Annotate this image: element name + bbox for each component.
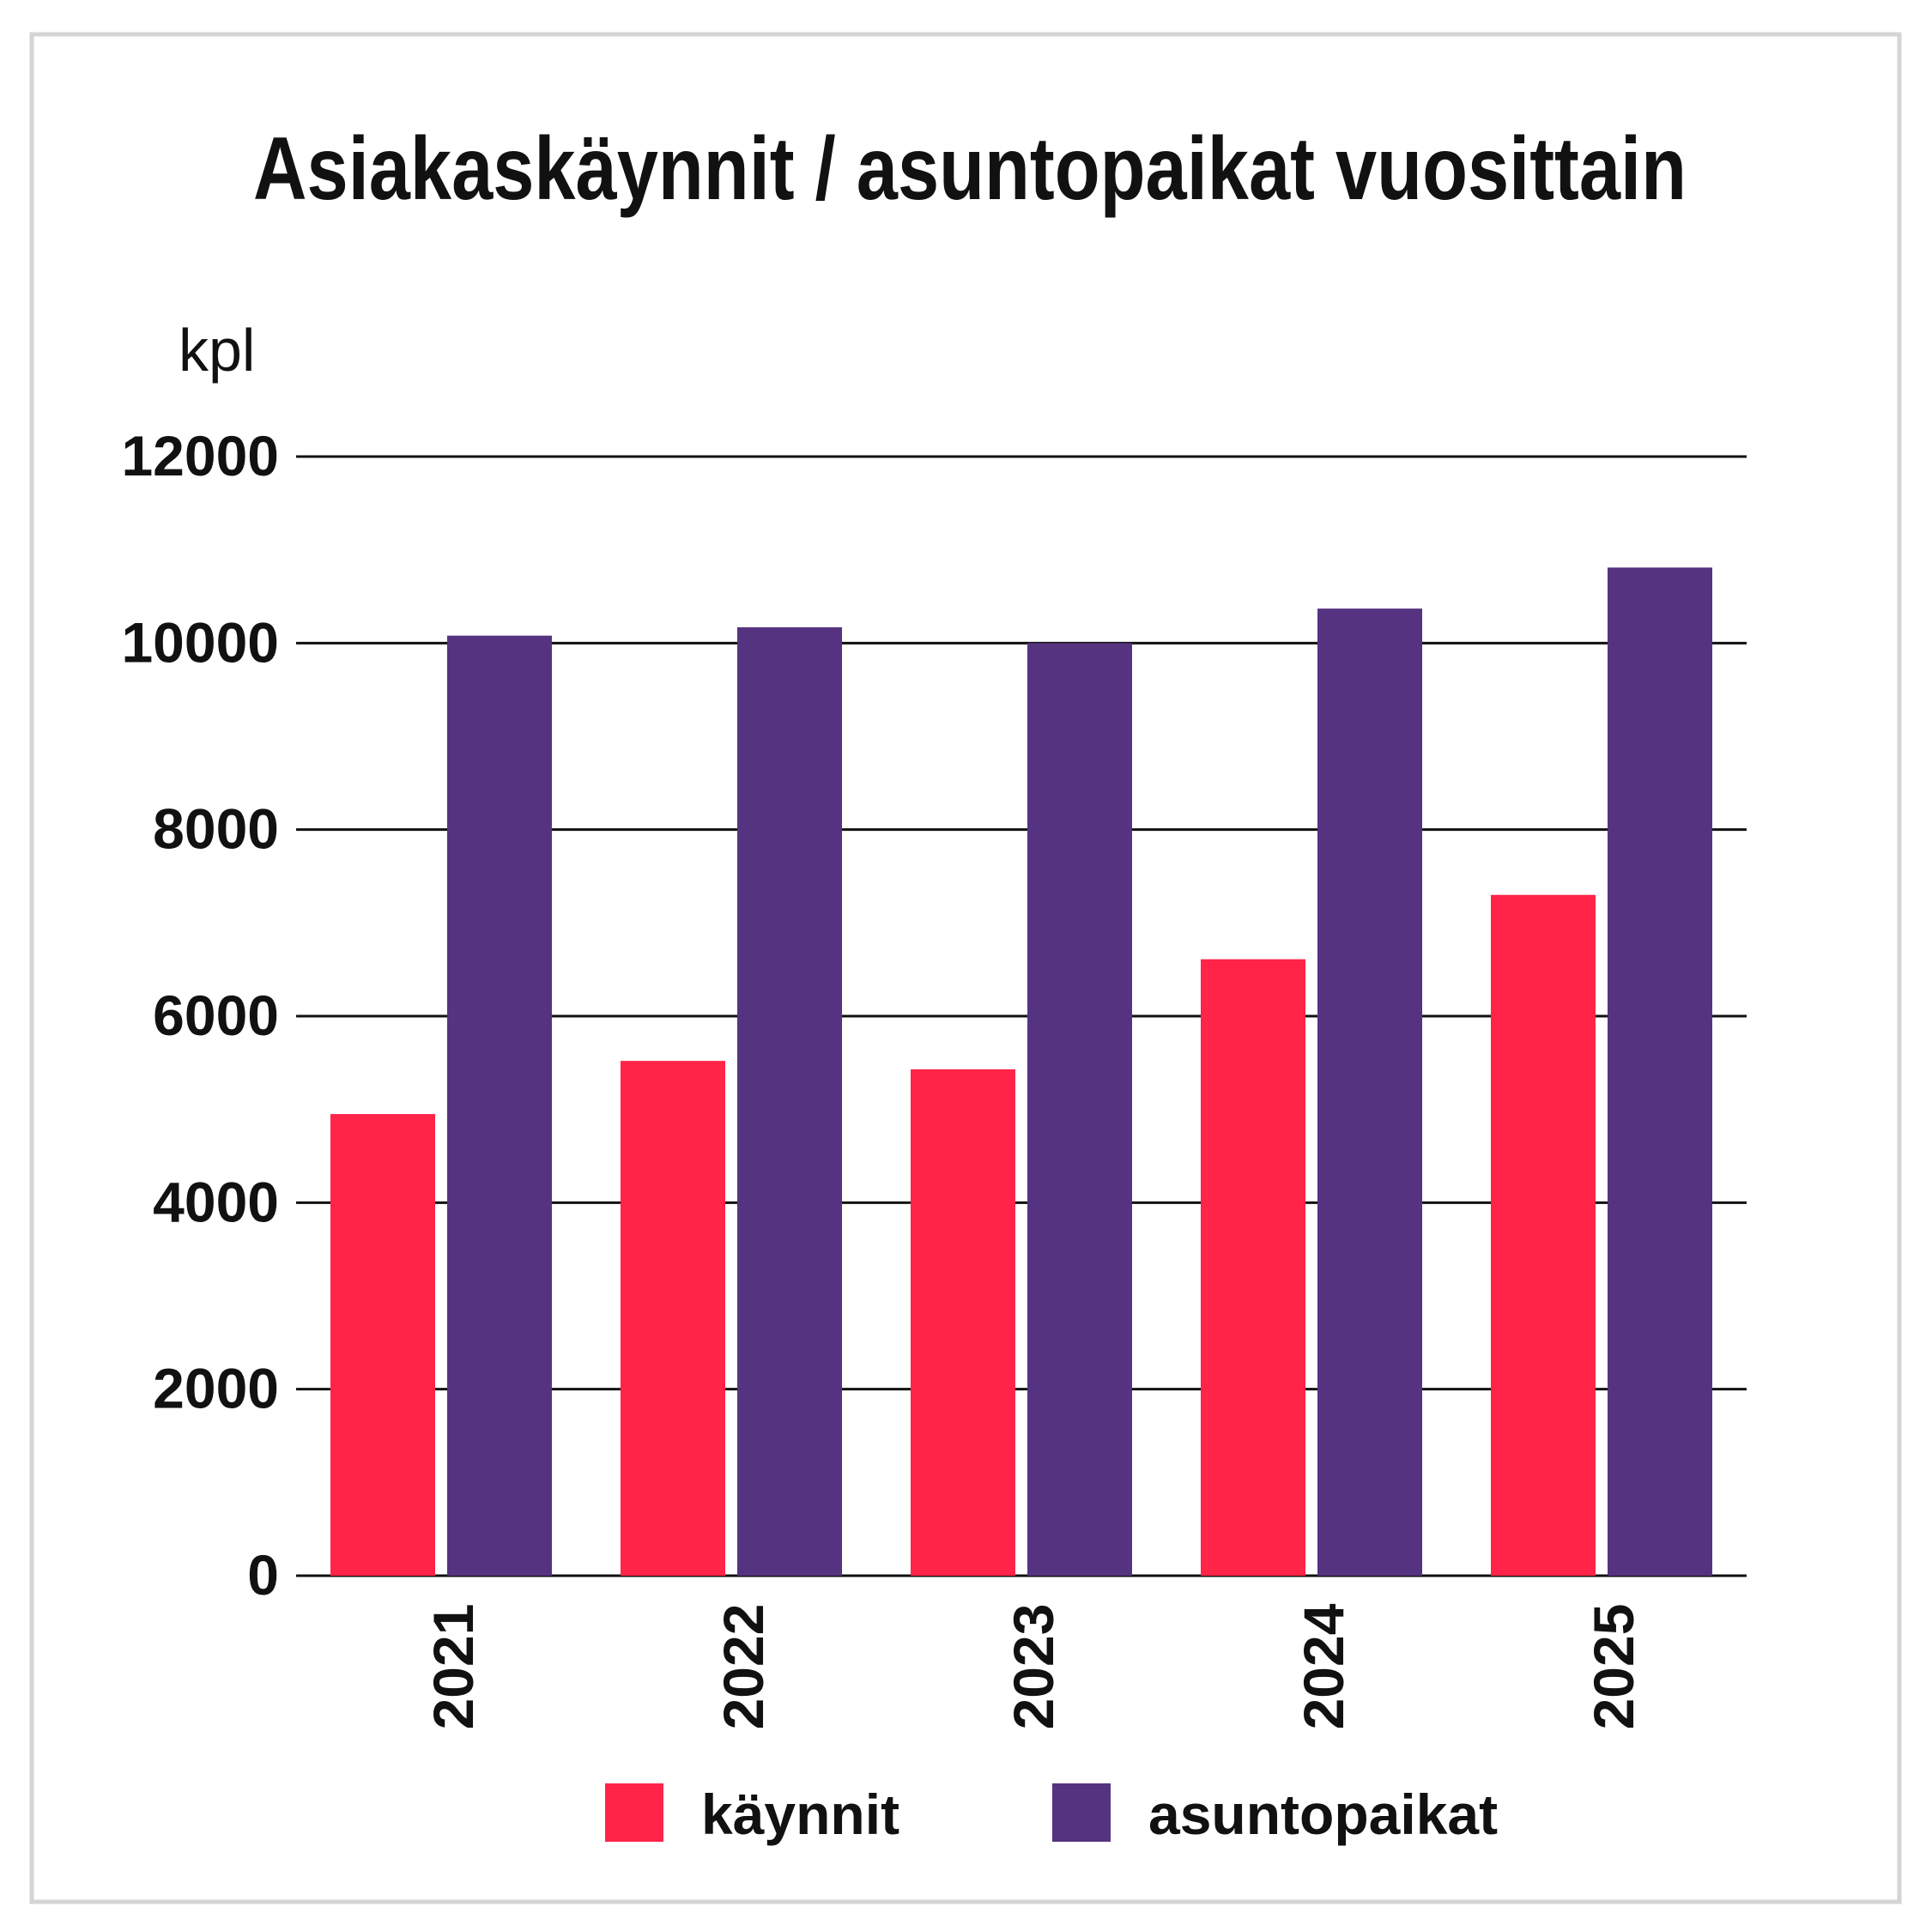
bar-kaynnit-2021 <box>330 1114 435 1576</box>
bar-asuntopaikat-2025 <box>1608 567 1712 1576</box>
bar-kaynnit-2023 <box>911 1068 1015 1576</box>
bar-kaynnit-2022 <box>621 1061 725 1576</box>
bar-asuntopaikat-2021 <box>447 635 552 1576</box>
x-tick-label: 2021 <box>421 1604 485 1730</box>
x-tick-label: 2022 <box>712 1604 775 1730</box>
y-tick-label: 2000 <box>153 1357 279 1420</box>
bar-kaynnit-2024 <box>1201 959 1305 1576</box>
bar-asuntopaikat-2024 <box>1317 608 1422 1576</box>
legend-swatch-asuntopaikat <box>1052 1783 1111 1842</box>
y-tick-label: 10000 <box>121 610 279 674</box>
legend-label-kaynnit: käynnit <box>701 1783 899 1846</box>
x-tick-labels: 2021 2022 2023 2024 2025 <box>421 1603 1645 1729</box>
chart-title: Asiakaskäynnit / asuntopaikat vuosittain <box>253 119 1687 219</box>
bar-kaynnit-2025 <box>1491 894 1596 1576</box>
y-tick-label: 6000 <box>153 984 279 1047</box>
y-tick-label: 0 <box>247 1543 279 1607</box>
y-axis-unit: kpl <box>179 317 255 384</box>
x-tick-label: 2023 <box>1002 1604 1065 1730</box>
x-tick-label: 2025 <box>1582 1604 1645 1730</box>
bar-asuntopaikat-2022 <box>737 627 842 1576</box>
legend: käynnit asuntopaikat <box>605 1783 1498 1846</box>
bars <box>330 567 1712 1577</box>
y-tick-label: 4000 <box>153 1170 279 1233</box>
legend-swatch-kaynnit <box>605 1783 663 1842</box>
legend-label-asuntopaikat: asuntopaikat <box>1148 1783 1498 1846</box>
y-tick-label: 8000 <box>153 797 279 861</box>
y-tick-labels: 0 2000 4000 6000 8000 10000 12000 <box>121 424 279 1607</box>
x-tick-label: 2024 <box>1292 1603 1355 1729</box>
bar-asuntopaikat-2023 <box>1027 643 1132 1577</box>
y-tick-label: 12000 <box>121 424 279 487</box>
